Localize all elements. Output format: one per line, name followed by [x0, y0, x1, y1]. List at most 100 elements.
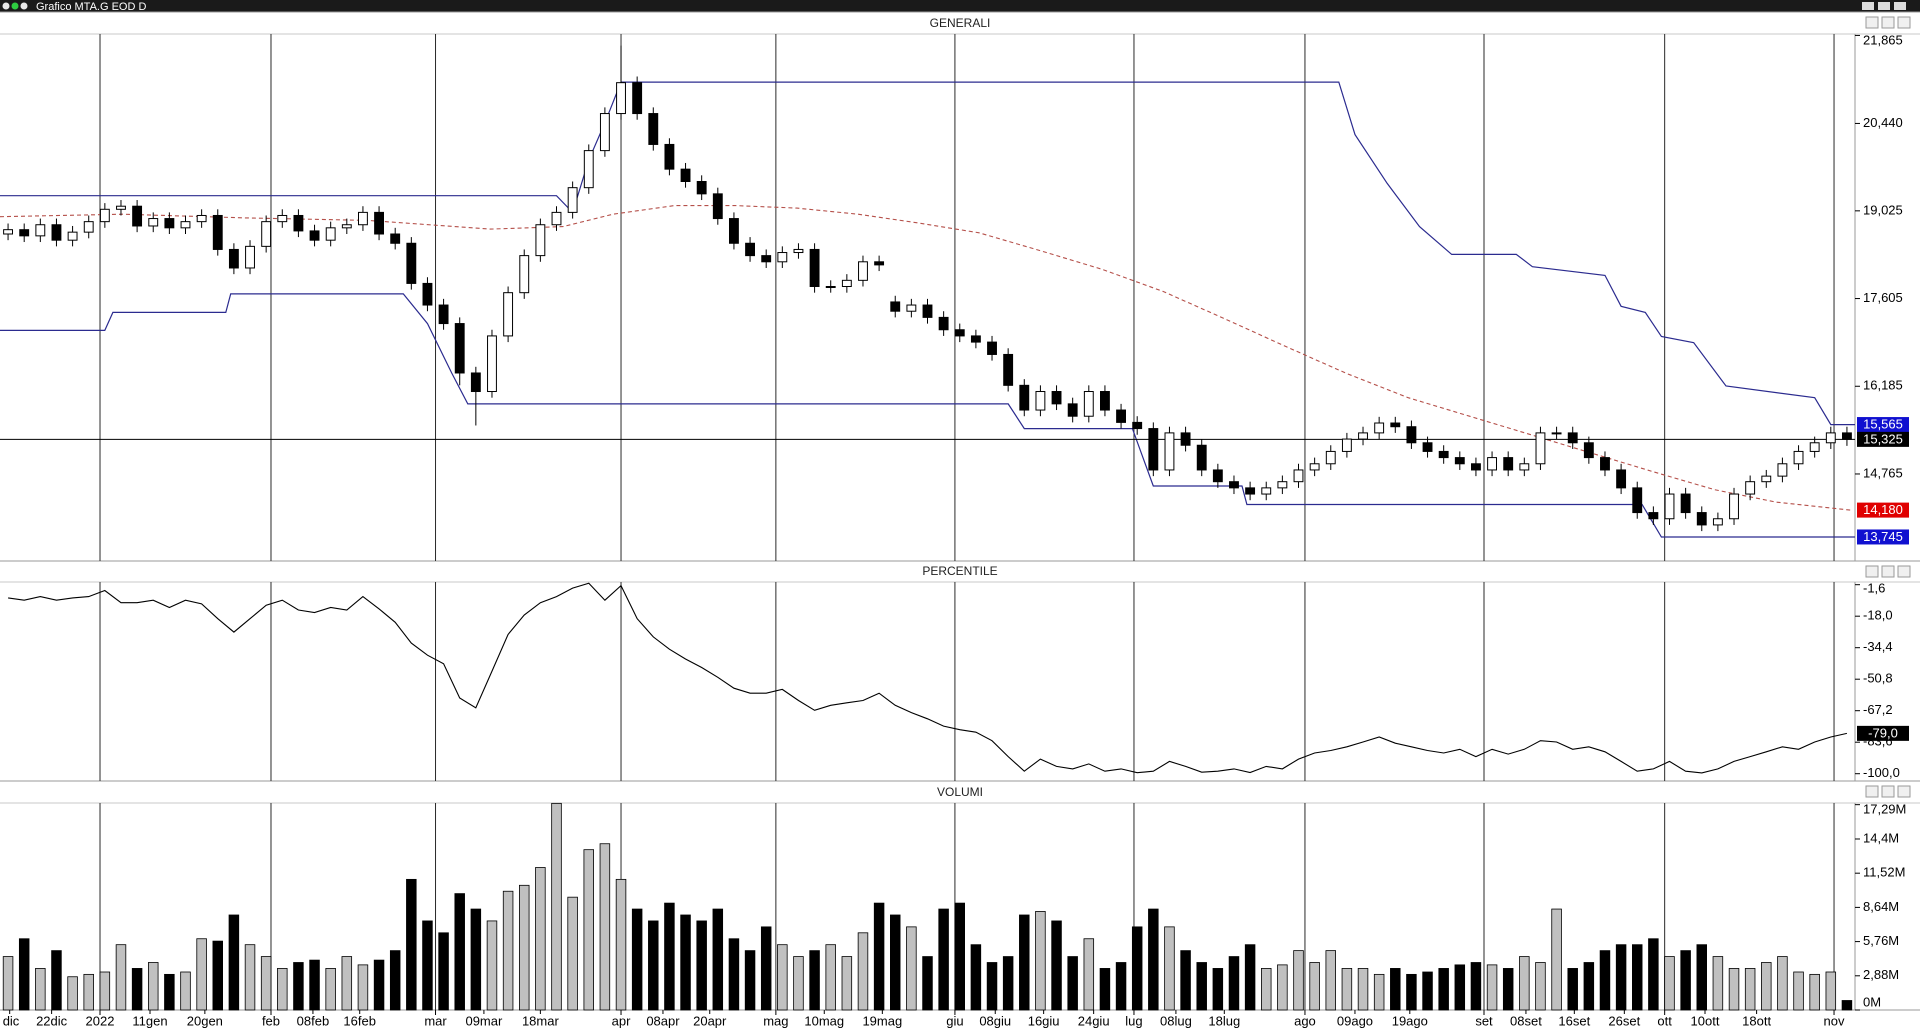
volume-bar [922, 956, 933, 1011]
volume-bar [857, 932, 869, 1011]
candle-body [1745, 481, 1756, 495]
candle-body [1116, 409, 1127, 423]
candle-body [745, 242, 756, 257]
volume-bar [954, 902, 966, 1011]
volume-bar [1083, 938, 1095, 1011]
volume-bar [180, 971, 191, 1011]
candle-body [422, 282, 433, 306]
candle-body [1551, 432, 1562, 435]
volume-bar [1696, 944, 1708, 1011]
candle-body [1261, 487, 1272, 495]
volume-bar [502, 890, 514, 1011]
volume-bar [599, 843, 611, 1011]
window-icon[interactable] [20, 2, 28, 10]
candle-body [1487, 457, 1498, 471]
volume-bar [470, 908, 482, 1011]
candle-body [228, 248, 239, 269]
pane-button[interactable] [1865, 785, 1879, 798]
volume-bar [760, 926, 772, 1011]
y-tick-label: 21,865 [1863, 32, 1903, 47]
window-title: Grafico MTA.G EOD D [36, 1, 146, 13]
candle-body [470, 372, 481, 393]
maximize-button[interactable] [1878, 2, 1890, 10]
volume-bar [1454, 964, 1466, 1011]
minimize-button[interactable] [1862, 2, 1874, 10]
volume-bar [1632, 944, 1643, 1011]
volume-bar [373, 959, 385, 1011]
volume-bar [728, 938, 740, 1011]
x-tick-label: 24giu [1078, 1013, 1110, 1028]
candle-body [809, 248, 820, 288]
volume-bar [1115, 962, 1127, 1011]
pane-button[interactable] [1865, 565, 1879, 578]
candle-body [132, 205, 143, 227]
x-tick-label: ott [1657, 1013, 1672, 1028]
volume-bar [1277, 964, 1288, 1011]
y-tick-label: -67,2 [1863, 702, 1893, 717]
volume-bar [551, 802, 562, 1011]
candle-body [583, 150, 594, 189]
volume-bar [1261, 968, 1272, 1011]
volume-bar [1728, 968, 1740, 1011]
candle-body [1422, 442, 1433, 452]
volume-bar [841, 956, 853, 1011]
candle-body [261, 221, 272, 247]
candle-body [954, 329, 965, 337]
close-button[interactable] [1894, 2, 1906, 10]
candle-body [599, 113, 610, 152]
volume-bar [1228, 956, 1240, 1011]
volume-bar [1680, 950, 1691, 1011]
x-tick-label: 11gen [132, 1013, 167, 1028]
volume-bar [1212, 968, 1224, 1011]
volume-bar [131, 968, 143, 1011]
candle-body [616, 82, 626, 115]
lower-band [0, 293, 1855, 538]
value-box [1857, 417, 1909, 433]
volume-bar [406, 878, 417, 1011]
pane-button[interactable] [1897, 785, 1911, 798]
candle-body [728, 218, 739, 244]
candle-body [632, 82, 643, 115]
candle-body [567, 187, 578, 213]
volume-bar [664, 902, 675, 1011]
y-tick-label: 19,025 [1863, 202, 1903, 217]
volume-bar [341, 956, 353, 1011]
x-tick-label: 19mag [862, 1013, 902, 1028]
pane-button[interactable] [1897, 565, 1911, 578]
candle-body [293, 214, 304, 232]
volume-bar [986, 962, 998, 1011]
pane-title: PERCENTILE [922, 564, 997, 578]
volume-bar [890, 914, 901, 1011]
volume-bar [712, 908, 724, 1011]
candle-body [503, 292, 514, 337]
x-tick-label: 22dic [36, 1013, 68, 1028]
candle-body [245, 245, 255, 269]
candle-body [922, 304, 933, 318]
candle-body [1019, 384, 1030, 411]
window-icon[interactable] [2, 2, 10, 10]
pane-button[interactable] [1881, 565, 1895, 578]
volume-bar [1373, 973, 1385, 1011]
x-tick-label: 08apr [646, 1013, 680, 1028]
pane-button[interactable] [1881, 785, 1895, 798]
pane-button[interactable] [1881, 16, 1895, 29]
volume-bar [938, 908, 949, 1011]
volume-bar [1438, 968, 1449, 1011]
candle-body [1632, 487, 1643, 514]
volume-bar [147, 962, 159, 1011]
pane-title: VOLUMI [937, 785, 983, 799]
x-tick-label: lug [1125, 1013, 1142, 1028]
candle-body [1519, 463, 1530, 471]
x-tick-label: ago [1294, 1013, 1316, 1028]
volume-bar [51, 950, 62, 1011]
candle-body [551, 211, 562, 226]
volume-bar [1502, 968, 1514, 1011]
volume-bar [825, 944, 836, 1011]
candle-body [454, 323, 465, 374]
pane-button[interactable] [1897, 16, 1911, 29]
volume-bar [1551, 908, 1562, 1011]
pane-button[interactable] [1865, 16, 1879, 29]
volume-bar [1744, 968, 1756, 1011]
volume-bar [1309, 962, 1320, 1011]
